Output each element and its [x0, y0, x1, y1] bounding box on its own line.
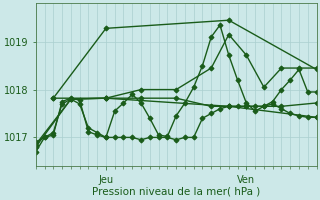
X-axis label: Pression niveau de la mer( hPa ): Pression niveau de la mer( hPa ): [92, 187, 260, 197]
